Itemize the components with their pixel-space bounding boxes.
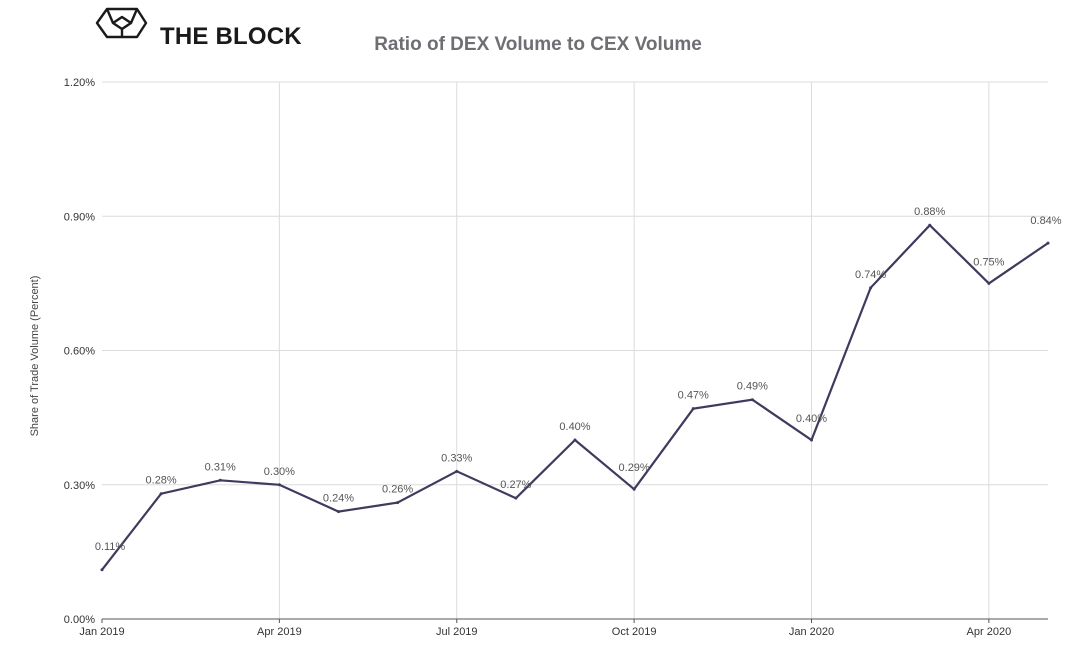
data-label: 0.24% (323, 493, 354, 505)
data-point (750, 398, 754, 402)
data-point (869, 286, 873, 290)
series-line (101, 223, 1049, 571)
data-point (159, 492, 163, 496)
data-point (337, 510, 340, 514)
data-point (218, 478, 222, 482)
data-label: 0.84% (1030, 215, 1061, 227)
data-label: 0.40% (796, 413, 827, 425)
y-tick-label: 0.30% (64, 480, 95, 492)
data-label: 0.33% (441, 452, 472, 464)
x-tick-label: Apr 2019 (257, 626, 302, 638)
y-tick-label: 1.20% (64, 77, 95, 89)
data-label: 0.31% (205, 461, 236, 473)
brand-name: THE BLOCK (160, 23, 302, 50)
data-point (396, 501, 400, 505)
data-point (277, 483, 281, 487)
data-point (691, 407, 695, 411)
data-point (1046, 241, 1050, 245)
data-label: 0.75% (973, 256, 1004, 268)
brand-logo: THE BLOCK (95, 7, 302, 50)
data-point (573, 438, 577, 442)
x-tick-label: Oct 2019 (612, 626, 657, 638)
data-label: 0.30% (264, 466, 295, 478)
data-point (928, 223, 932, 227)
data-label: 0.26% (382, 484, 413, 496)
data-label: 0.74% (855, 269, 886, 281)
data-label: 0.28% (146, 475, 177, 487)
x-tick-label: Jul 2019 (436, 626, 478, 638)
data-label: 0.11% (95, 541, 126, 553)
x-tick-label: Apr 2020 (967, 626, 1012, 638)
y-axis-title: Share of Trade Volume (Percent) (29, 276, 41, 437)
axes: 0.00% 0.30% 0.60% 0.90% 1.20% Jan 2019 Apr 201… (64, 77, 1048, 638)
y-tick-label: 0.00% (64, 614, 95, 626)
data-point (987, 281, 991, 285)
data-point (455, 469, 459, 473)
data-label: 0.29% (619, 462, 650, 474)
y-tick-label: 0.60% (64, 346, 95, 358)
data-label: 0.47% (678, 390, 709, 402)
data-label: 0.88% (914, 206, 945, 218)
x-tick-label: Jan 2020 (789, 626, 834, 638)
data-point (514, 496, 518, 500)
cube-icon (95, 7, 148, 39)
x-tick-label: Jan 2019 (79, 626, 124, 638)
data-label: 0.49% (737, 381, 768, 393)
chart-title: Ratio of DEX Volume to CEX Volume (374, 34, 702, 55)
data-point (632, 487, 636, 491)
y-tick-label: 0.90% (64, 211, 95, 223)
series-layer (100, 223, 1050, 572)
data-point (100, 568, 104, 572)
data-labels: 0.11% 0.28% 0.31% 0.30% 0.24% 0.26% 0.33% 0.27%… (95, 206, 1062, 553)
gridlines (102, 81, 1048, 619)
data-label: 0.27% (500, 479, 531, 491)
data-point (810, 438, 813, 442)
data-label: 0.40% (559, 421, 590, 433)
